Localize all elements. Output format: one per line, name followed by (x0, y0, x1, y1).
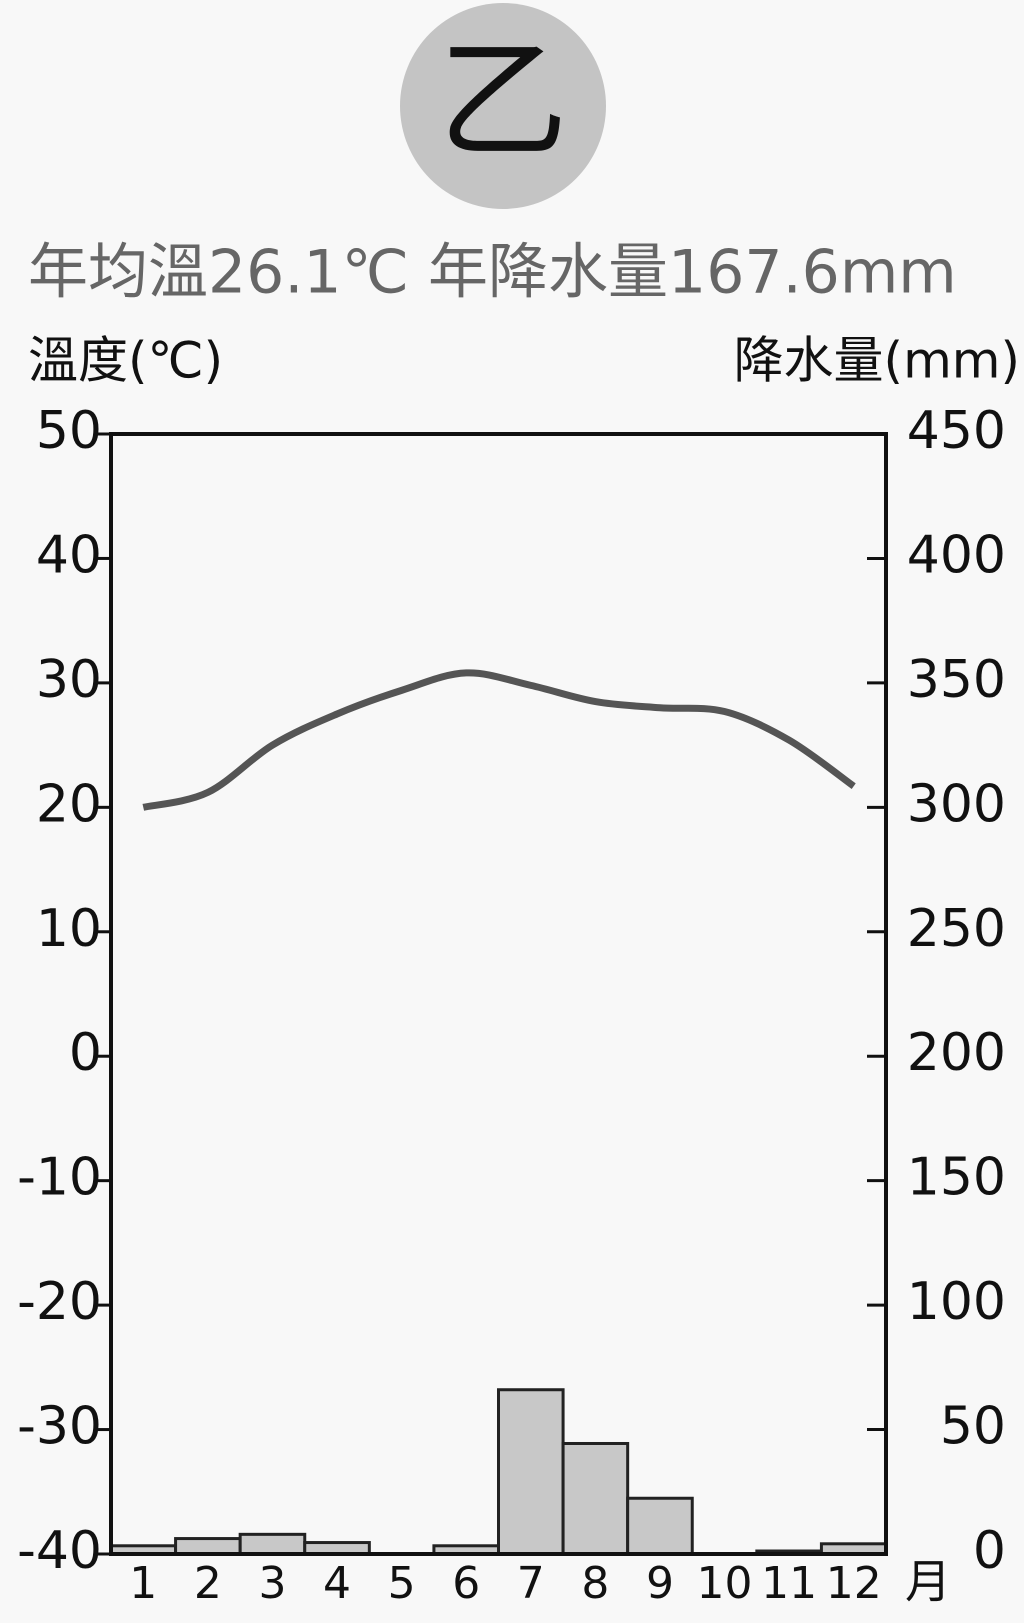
bar (238, 1532, 307, 1556)
y-tick-label: 10 (36, 899, 102, 959)
x-tick-label: 6 (452, 1558, 480, 1609)
plot-frame (109, 432, 888, 1556)
x-tick-label: 12 (826, 1558, 882, 1609)
x-tick-label: 5 (388, 1558, 416, 1609)
y-tick-label: 50 (36, 401, 102, 461)
y-tick-label: 20 (36, 774, 102, 834)
bar (174, 1537, 242, 1556)
x-tick-label: 7 (517, 1558, 545, 1609)
y-tick-label: -30 (17, 1397, 102, 1457)
chart-title: 乙 (438, 25, 568, 177)
y2-tick-label: 450 (907, 401, 1006, 461)
y-tick-label: -20 (17, 1272, 102, 1332)
y-tick-label: 40 (36, 525, 102, 585)
y2-axis-label: 降水量(mm) (734, 332, 1020, 390)
y-axis-label: 溫度(℃) (28, 332, 223, 390)
y-tick-label: -40 (17, 1521, 102, 1581)
y-tick-label: -10 (17, 1148, 102, 1208)
y-tick-label: 0 (69, 1023, 102, 1083)
x-tick-label: 8 (581, 1558, 609, 1609)
x-tick-label: 10 (697, 1558, 753, 1609)
bar (561, 1441, 630, 1556)
x-tick-label: 1 (129, 1558, 157, 1609)
y-tick-label: 30 (36, 650, 102, 710)
x-unit: 月 (905, 1555, 951, 1609)
chart-subtitle: 年均溫26.1℃ 年降水量167.6mm (28, 238, 957, 308)
temperature-line (142, 669, 856, 811)
y2-tick-label: 200 (907, 1023, 1006, 1083)
y2-tick-label: 150 (907, 1148, 1006, 1208)
x-tick-label: 11 (761, 1558, 817, 1609)
x-tick-label: 4 (323, 1558, 351, 1609)
y2-tick-label: 350 (907, 650, 1006, 710)
x-tick-label: 9 (646, 1558, 674, 1609)
y2-tick-label: 300 (907, 774, 1006, 834)
y2-tick-label: 400 (907, 525, 1006, 585)
x-tick-label: 3 (258, 1558, 286, 1609)
y2-tick-label: 100 (907, 1272, 1006, 1332)
y2-tick-label: 0 (973, 1521, 1006, 1581)
y2-tick-label: 50 (940, 1397, 1006, 1457)
bar (497, 1388, 565, 1556)
bar (626, 1496, 694, 1556)
x-tick-label: 2 (194, 1558, 222, 1609)
title-badge (400, 3, 606, 209)
y2-tick-label: 250 (907, 899, 1006, 959)
